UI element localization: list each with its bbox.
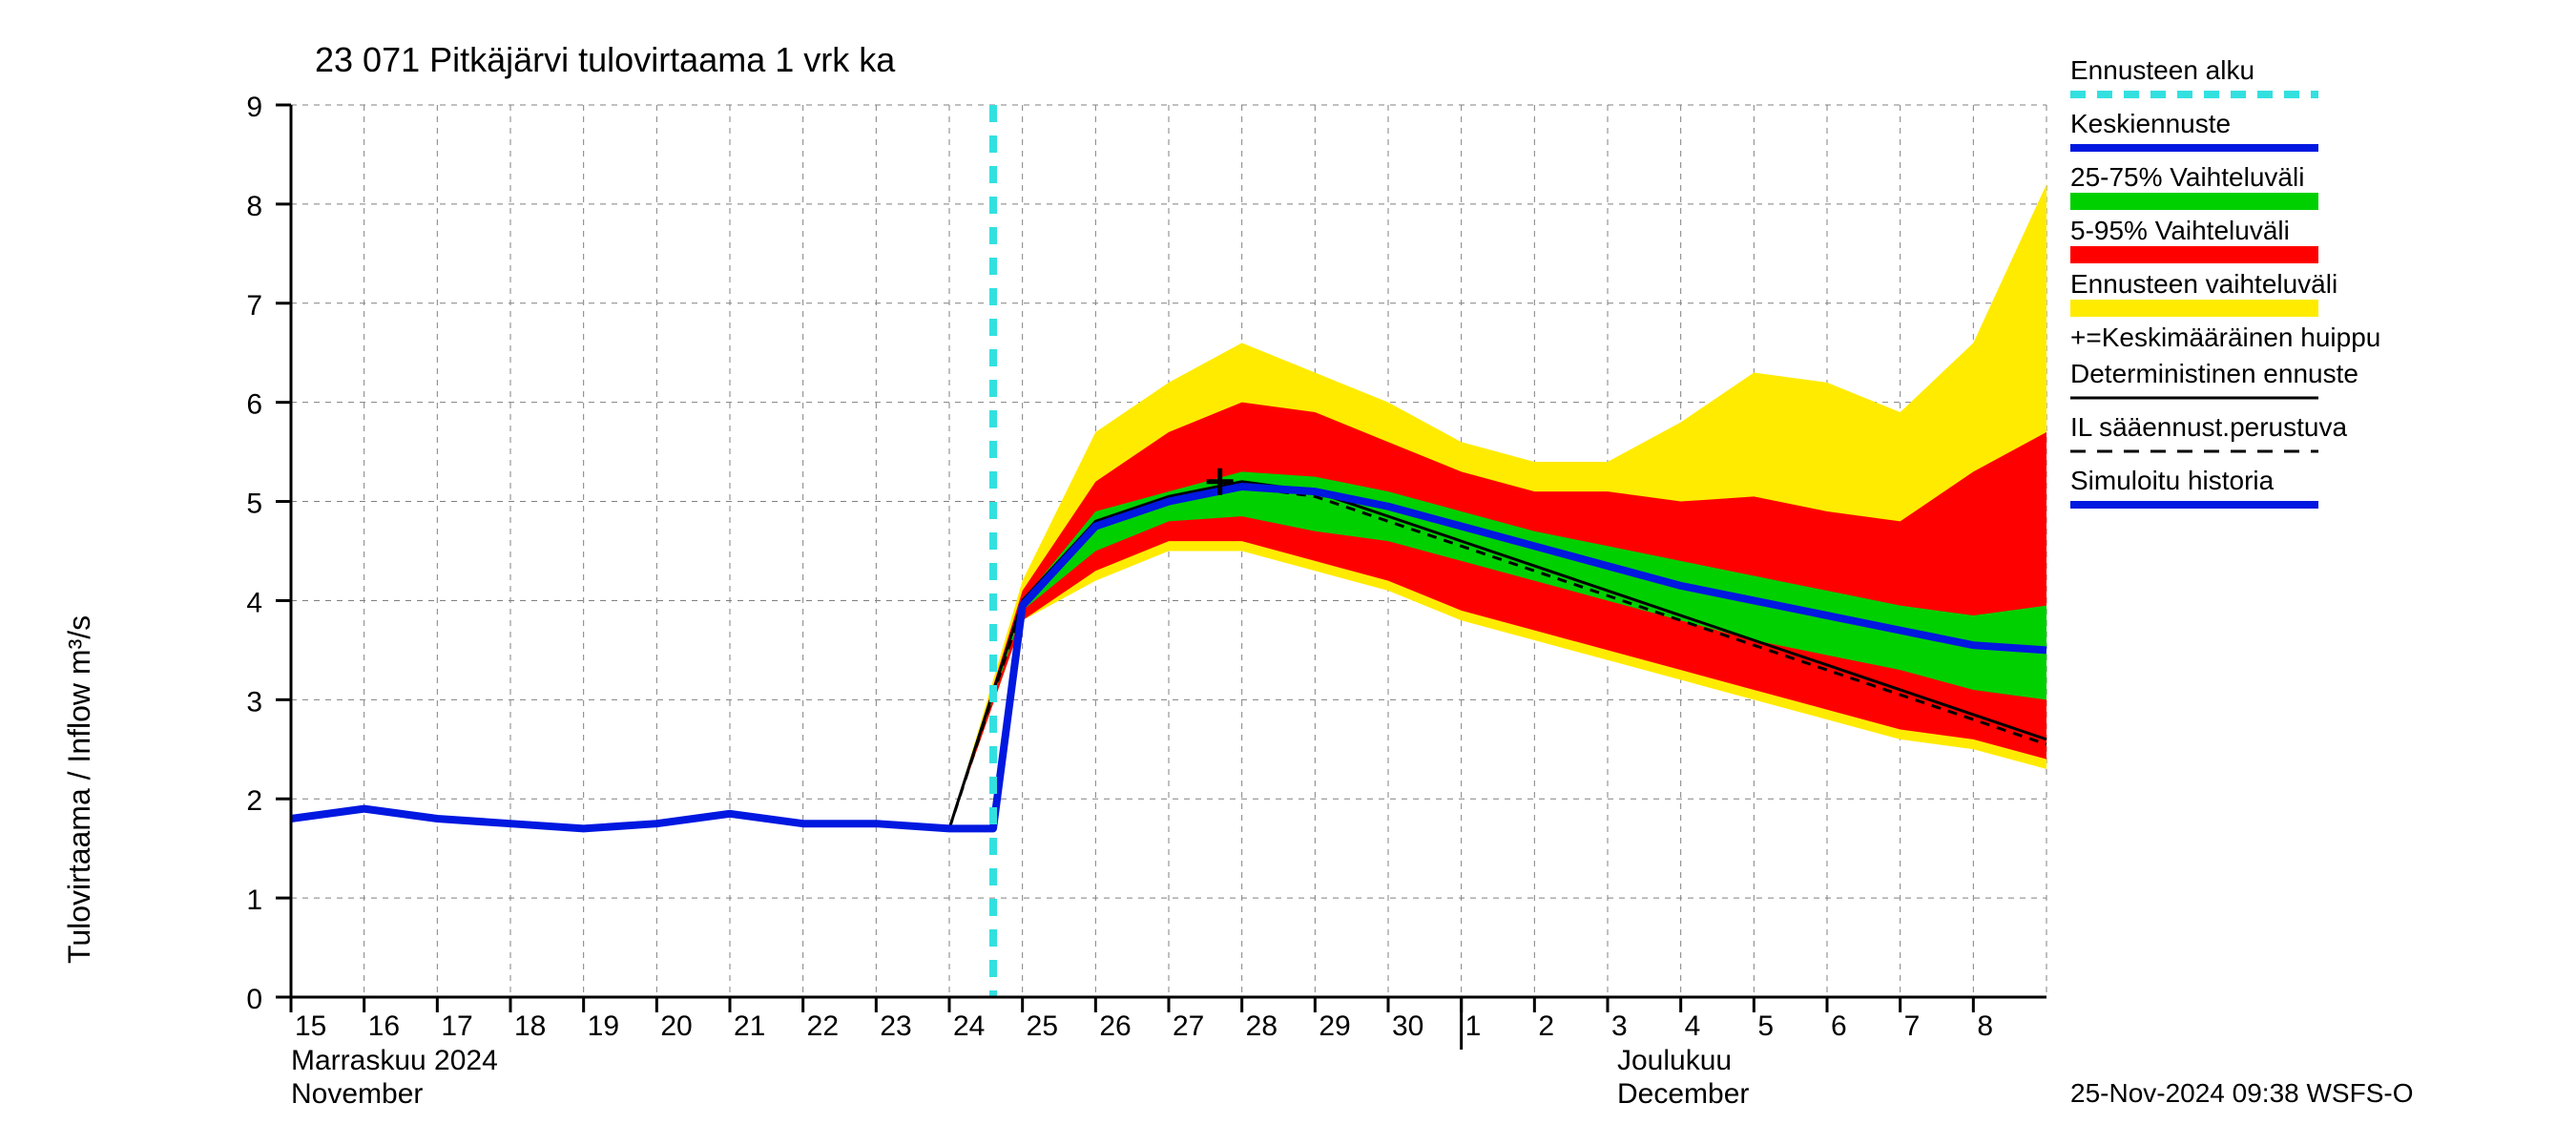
legend-item: +=Keskimääräinen huippu xyxy=(2070,323,2566,353)
legend-item: Keskiennuste xyxy=(2070,109,2566,156)
legend-swatch xyxy=(2070,193,2318,210)
x-tick-label: 17 xyxy=(441,1010,472,1042)
legend-label: Deterministinen ennuste xyxy=(2070,359,2566,389)
y-tick-label: 2 xyxy=(246,785,262,817)
x-tick-label: 3 xyxy=(1611,1010,1628,1042)
legend-item: Ennusteen alku xyxy=(2070,55,2566,103)
timestamp-label: 25-Nov-2024 09:38 WSFS-O xyxy=(2070,1078,2414,1109)
chart-container: 23 071 Pitkäjärvi tulovirtaama 1 vrk ka … xyxy=(0,0,2576,1145)
x-tick-label: 15 xyxy=(295,1010,326,1042)
y-tick-label: 8 xyxy=(246,191,262,222)
x-tick-label: 1 xyxy=(1465,1010,1482,1042)
x-tick-label: 18 xyxy=(514,1010,546,1042)
x-tick-label: 19 xyxy=(588,1010,619,1042)
month-label-nov-fi: Marraskuu 2024 xyxy=(291,1045,498,1077)
x-tick-label: 4 xyxy=(1685,1010,1701,1042)
x-tick-label: 26 xyxy=(1099,1010,1131,1042)
x-tick-label: 27 xyxy=(1173,1010,1204,1042)
legend-swatch xyxy=(2070,300,2318,317)
x-tick-label: 2 xyxy=(1538,1010,1554,1042)
x-tick-label: 8 xyxy=(1977,1010,1993,1042)
legend-swatch xyxy=(2070,496,2318,513)
legend-label: +=Keskimääräinen huippu xyxy=(2070,323,2566,353)
legend-label: Keskiennuste xyxy=(2070,109,2566,139)
legend-item: 5-95% Vaihteluväli xyxy=(2070,216,2566,263)
legend-label: Ennusteen vaihteluväli xyxy=(2070,269,2566,300)
x-tick-label: 22 xyxy=(807,1010,839,1042)
x-tick-label: 6 xyxy=(1831,1010,1847,1042)
x-tick-label: 7 xyxy=(1904,1010,1921,1042)
y-tick-label: 7 xyxy=(246,290,262,322)
x-tick-label: 21 xyxy=(734,1010,765,1042)
legend-label: 5-95% Vaihteluväli xyxy=(2070,216,2566,246)
legend-swatch xyxy=(2070,389,2318,406)
legend: Ennusteen alku Keskiennuste 25-75% Vaihtel… xyxy=(2070,55,2566,519)
month-label-dec-en: December xyxy=(1617,1078,1749,1111)
y-tick-label: 1 xyxy=(246,885,262,916)
legend-swatch xyxy=(2070,139,2318,156)
legend-item: 25-75% Vaihteluväli xyxy=(2070,162,2566,210)
chart-title: 23 071 Pitkäjärvi tulovirtaama 1 vrk ka xyxy=(315,40,895,80)
y-tick-label: 3 xyxy=(246,686,262,718)
y-tick-label: 0 xyxy=(246,984,262,1015)
y-tick-label: 4 xyxy=(246,587,262,618)
y-axis-label: Tulovirtaama / Inflow m³/s xyxy=(62,615,97,964)
x-tick-label: 30 xyxy=(1392,1010,1423,1042)
month-label-nov-en: November xyxy=(291,1078,423,1111)
legend-swatch xyxy=(2070,246,2318,263)
x-tick-label: 5 xyxy=(1757,1010,1774,1042)
x-tick-label: 28 xyxy=(1246,1010,1278,1042)
x-tick-label: 16 xyxy=(368,1010,400,1042)
legend-item: Ennusteen vaihteluväli xyxy=(2070,269,2566,317)
x-tick-label: 25 xyxy=(1027,1010,1058,1042)
legend-item: IL sääennust.perustuva xyxy=(2070,412,2566,460)
y-tick-label: 5 xyxy=(246,489,262,520)
legend-label: Ennusteen alku xyxy=(2070,55,2566,86)
legend-label: Simuloitu historia xyxy=(2070,466,2566,496)
y-tick-label: 9 xyxy=(246,92,262,123)
legend-item: Simuloitu historia xyxy=(2070,466,2566,513)
legend-label: IL sääennust.perustuva xyxy=(2070,412,2566,443)
x-tick-label: 24 xyxy=(953,1010,985,1042)
legend-label: 25-75% Vaihteluväli xyxy=(2070,162,2566,193)
y-tick-label: 6 xyxy=(246,389,262,421)
month-label-dec-fi: Joulukuu xyxy=(1617,1045,1732,1077)
x-tick-label: 23 xyxy=(880,1010,911,1042)
legend-item: Deterministinen ennuste xyxy=(2070,359,2566,406)
legend-swatch xyxy=(2070,443,2318,460)
x-tick-label: 29 xyxy=(1319,1010,1350,1042)
x-tick-label: 20 xyxy=(660,1010,692,1042)
legend-swatch xyxy=(2070,86,2318,103)
